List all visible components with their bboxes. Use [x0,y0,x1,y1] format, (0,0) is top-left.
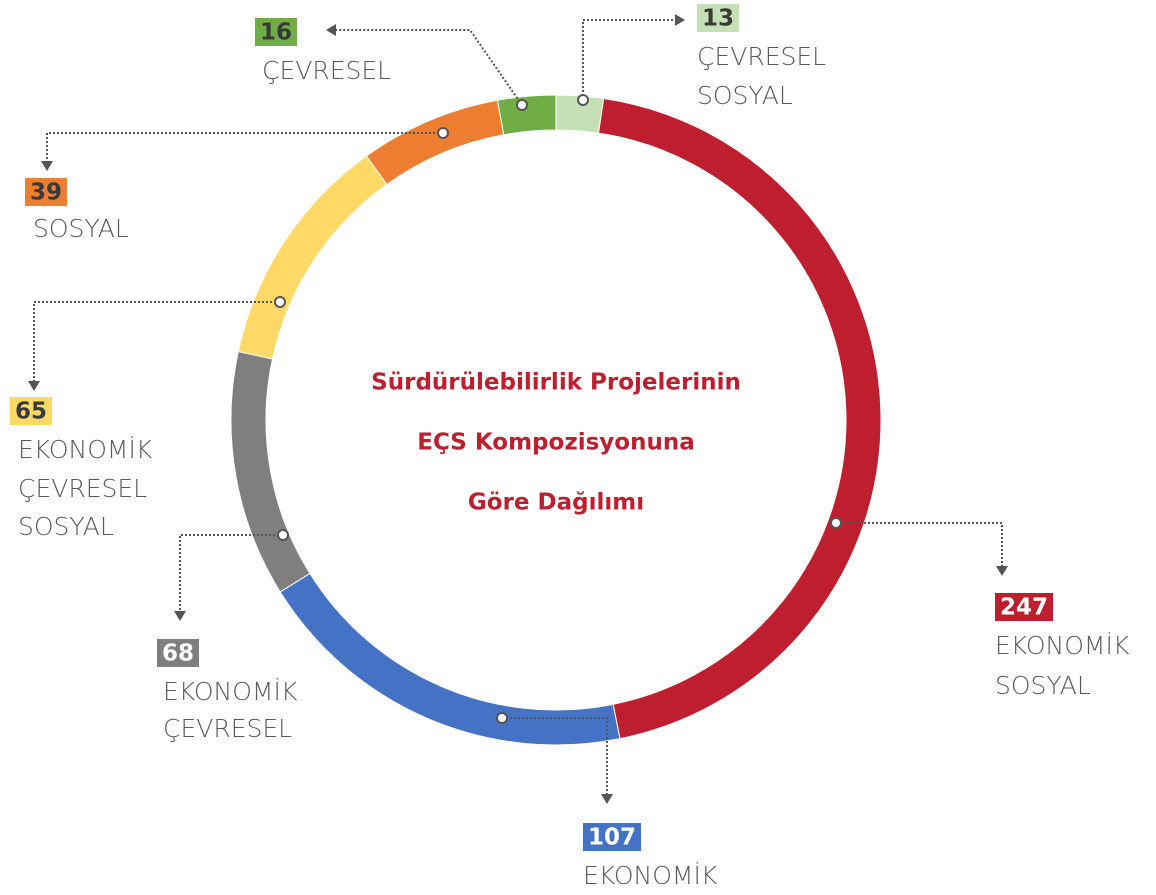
leader-dot [516,99,528,111]
donut-segment [237,155,388,360]
leader-arrow [326,24,336,36]
leader-line [336,29,523,106]
value-label: 65 [15,399,47,425]
chart-title: EÇS Kompozisyonuna [417,430,694,456]
value-label: 16 [260,20,292,46]
value-box [157,639,200,667]
category-label: EKONOMİK [18,435,153,464]
leader-line [582,19,675,100]
leader-dot [274,296,286,308]
category-label: ÇEVRESEL [262,56,391,85]
leader-line [46,132,443,161]
donut-segment [230,350,311,593]
leader-line [179,534,283,611]
category-label: ÇEVRESEL [163,714,292,743]
leader-dot [277,529,289,541]
chart-title: Göre Dağılımı [468,490,644,516]
value-box [10,397,53,425]
value-box [697,4,740,32]
category-label: SOSYAL [697,81,793,110]
leader-arrow [41,161,53,171]
value-box [995,593,1054,621]
value-label: 68 [162,641,194,667]
category-label: EKONOMİK [995,631,1130,660]
category-label: SOSYAL [33,214,129,243]
category-label: ÇEVRESEL [697,42,826,71]
leader-arrow [601,794,613,804]
leader-dot [577,94,589,106]
value-box [25,178,68,206]
donut-segment [279,572,621,746]
value-box [255,18,298,46]
category-label: EKONOMİK [163,677,298,706]
leader-dot [437,127,449,139]
leader-dot [830,517,842,529]
leader-line [502,717,608,794]
category-label: EKONOMİK [583,861,718,890]
category-label: SOSYAL [995,671,1091,700]
value-box [583,823,642,851]
leader-arrow [675,14,685,26]
leader-line [33,301,280,381]
leader-dot [496,712,508,724]
donut-segment [597,97,882,740]
leader-arrow [28,381,40,391]
leader-arrow [996,566,1008,576]
value-label: 39 [30,180,62,206]
donut-segment [496,94,557,136]
value-label: 107 [588,825,636,851]
value-label: 13 [702,6,734,32]
leader-line [836,522,1003,566]
category-label: ÇEVRESEL [18,474,147,503]
category-label: SOSYAL [18,512,114,541]
chart-title: Sürdürülebilirlik Projelerinin [371,370,741,396]
donut-segment [365,99,505,186]
value-label: 247 [1000,595,1048,621]
leader-arrow [174,611,186,621]
